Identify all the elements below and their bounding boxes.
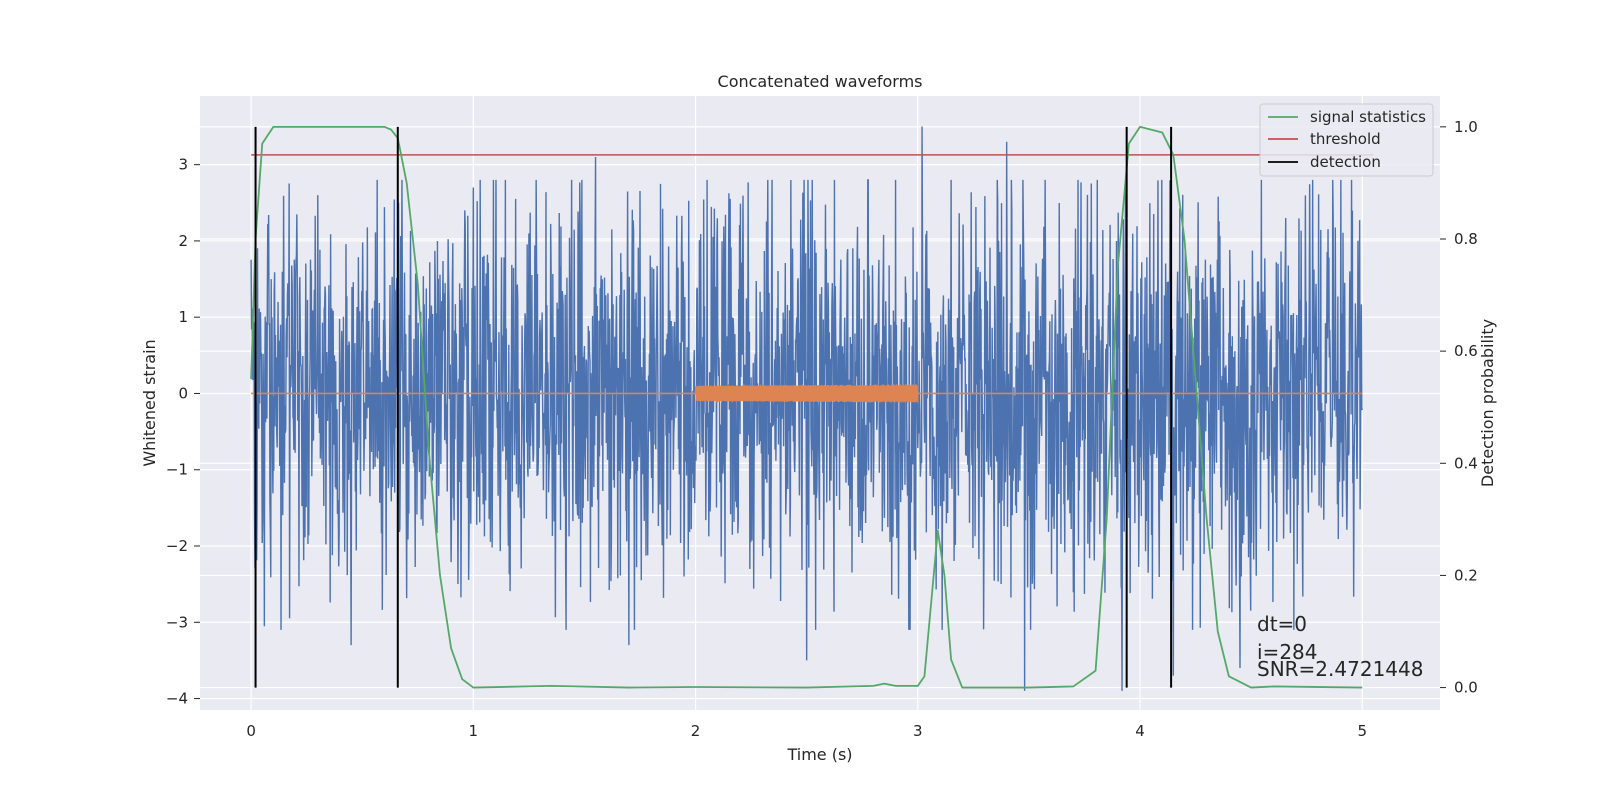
left-y-tick-label: 2	[178, 232, 188, 250]
x-axis: 0 1 2 3 4 5	[246, 722, 1367, 740]
left-y-tick-label: −1	[166, 461, 188, 479]
left-y-tick-label: 1	[178, 308, 188, 326]
left-y-tick-label: 0	[178, 384, 188, 402]
annotations: dt=0 i=284 SNR=2.4721448	[1257, 612, 1423, 681]
annotation-snr: SNR=2.4721448	[1257, 657, 1423, 681]
x-tick-label: 2	[691, 722, 701, 740]
x-tick-label: 1	[469, 722, 479, 740]
left-y-tick-label: 3	[178, 156, 188, 174]
signal-statistics-series	[250, 125, 1363, 689]
left-y-tick-label: −3	[166, 613, 188, 631]
legend-label-threshold: threshold	[1310, 130, 1381, 148]
left-y-tick-label: −4	[166, 690, 188, 708]
chart-title: Concatenated waveforms	[718, 72, 923, 91]
left-y-axis-label: Whitened strain	[140, 339, 159, 466]
right-y-tick-label: 1.0	[1454, 118, 1478, 136]
right-y-tick-label: 0.8	[1454, 230, 1478, 248]
legend-label-signal-statistics: signal statistics	[1310, 108, 1426, 126]
strain-line	[250, 126, 1363, 691]
right-y-tick-label: 0.4	[1454, 454, 1478, 472]
x-axis-label: Time (s)	[786, 745, 852, 764]
x-tick-label: 4	[1135, 722, 1145, 740]
x-tick-label: 3	[913, 722, 923, 740]
right-y-axis: 0.0 0.2 0.4 0.6 0.8 1.0	[1440, 118, 1478, 697]
right-y-axis-label: Detection probability	[1478, 319, 1497, 487]
annotation-index: i=284	[1257, 640, 1318, 664]
legend-label-detection: detection	[1310, 153, 1381, 171]
signal-statistics-line	[250, 125, 1363, 689]
x-tick-label: 0	[246, 722, 256, 740]
right-y-tick-label: 0.6	[1454, 342, 1478, 360]
legend: signal statistics threshold detection	[1259, 103, 1434, 177]
left-y-axis: −4 −3 −2 −1 0 1 2 3	[166, 156, 200, 708]
x-tick-label: 5	[1357, 722, 1367, 740]
right-y-tick-label: 0.0	[1454, 679, 1478, 697]
right-y-tick-label: 0.2	[1454, 566, 1478, 584]
legend-box	[1259, 103, 1434, 177]
left-y-tick-label: −2	[166, 537, 188, 555]
detection-markers	[254, 126, 1173, 688]
annotation-dt: dt=0	[1257, 612, 1307, 636]
template-line	[251, 383, 1363, 404]
strain-series	[250, 126, 1363, 691]
template-series	[251, 383, 1363, 404]
